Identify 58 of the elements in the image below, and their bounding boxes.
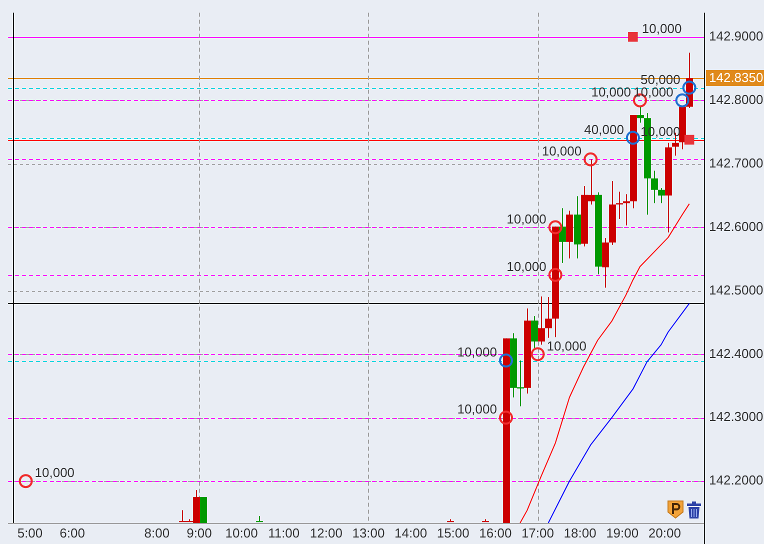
candlestick (256, 516, 263, 522)
x-tick-label: 15:00 (436, 525, 470, 540)
candlestick (616, 191, 623, 220)
y-tick-label: 142.4000 (709, 346, 764, 361)
x-tick-label: 6:00 (60, 525, 85, 540)
candlestick (658, 187, 665, 204)
point (18, 474, 33, 488)
x-tick-label: 5:00 (17, 525, 43, 540)
x-tick-label: 16:00 (479, 525, 512, 540)
candlestick (531, 316, 538, 348)
candlestick (482, 518, 489, 522)
x-tick-label: 20:00 (648, 525, 681, 540)
x-tick-label: 9:00 (186, 525, 212, 540)
annotation: 10,000 (457, 344, 497, 360)
point (682, 80, 696, 95)
y-tick-label: 142.9000 (709, 28, 764, 44)
ref-line-label: 142.8350 (709, 70, 764, 86)
annotation: 40,000 (584, 122, 624, 137)
x-tick-label: 8:00 (144, 525, 170, 540)
annotation: 10,000 (642, 20, 682, 36)
x-tick-label: 19:00 (606, 525, 639, 540)
y-tick-label: 142.7000 (709, 155, 764, 170)
candlestick (545, 296, 552, 338)
candlestick (651, 170, 658, 204)
point (584, 152, 598, 166)
candlestick (447, 518, 454, 522)
x-tick-label: 10:00 (225, 525, 258, 540)
x-tick-label: 11:00 (268, 525, 300, 540)
annotation: 10,000 (457, 402, 497, 417)
y-tick-label: 142.5000 (709, 282, 764, 298)
x-tick-label: 12:00 (310, 525, 342, 540)
annotation: 10,000 (506, 258, 546, 274)
x-tick-label: 17:00 (521, 525, 554, 540)
point (498, 354, 513, 368)
point (498, 410, 513, 425)
annotation: 10,000 (34, 465, 75, 480)
annotation: 10,000 (634, 84, 674, 100)
point (684, 134, 694, 145)
annotation: 10,000 (546, 338, 586, 354)
y-tick-label: 142.6000 (709, 218, 764, 234)
x-tick-label: 13:00 (352, 525, 385, 540)
point (548, 268, 562, 282)
point (626, 130, 640, 145)
annotation: 10,000 (591, 84, 631, 100)
y-tick-label: 142.2000 (709, 472, 764, 488)
annotation: 10,000 (542, 143, 582, 158)
x-tick-label: 18:00 (564, 525, 596, 540)
point (548, 220, 562, 234)
y-tick-label: 142.3000 (709, 409, 764, 424)
candlestick (559, 208, 566, 264)
point (675, 93, 690, 108)
y-tick-label: 142.8000 (709, 92, 764, 107)
candlestick (538, 296, 545, 346)
candlestick (637, 106, 644, 124)
annotation: 10,000 (506, 211, 546, 226)
x-tick-label: 14:00 (394, 525, 428, 540)
point (628, 32, 638, 42)
point (530, 347, 545, 362)
